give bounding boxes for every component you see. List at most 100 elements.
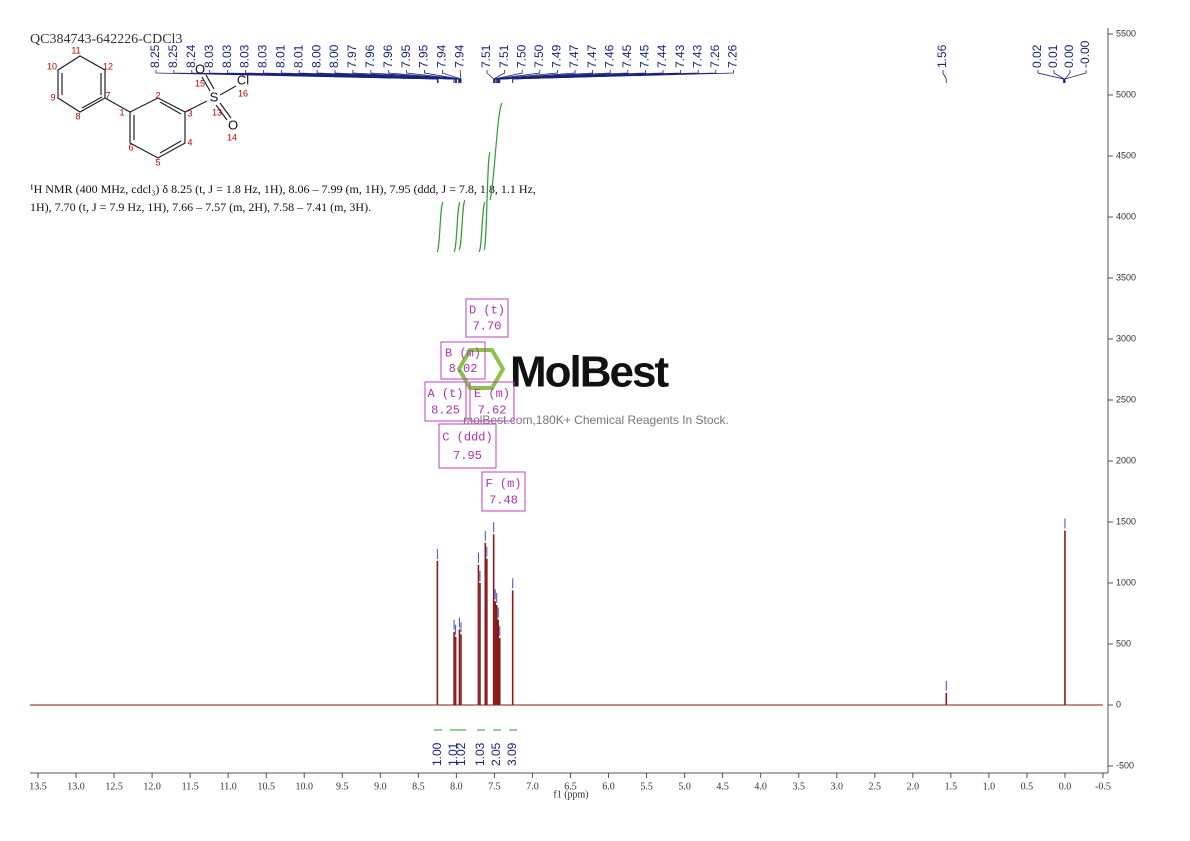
chart-title: QC384743-642226-CDCl3 (30, 32, 182, 47)
integral-curve (478, 201, 486, 253)
x-tick-label: 5.0 (678, 781, 691, 792)
multiplet-box (481, 471, 526, 512)
peak-label: 7.51 (497, 44, 511, 68)
multiplet-box (424, 381, 467, 422)
y-tick-label: 5000 (1116, 89, 1136, 99)
atom-number: 13 (212, 107, 222, 117)
bond (104, 97, 131, 113)
atom-number: 9 (50, 92, 55, 102)
peak-label: 8.25 (166, 44, 180, 68)
peak-label: 8.03 (256, 44, 270, 68)
x-tick-label: 10.0 (296, 781, 314, 792)
x-tick-label: 13.5 (29, 781, 47, 792)
y-tick-label: 1000 (1116, 577, 1136, 587)
x-tick-label: 11.0 (220, 781, 237, 792)
peak-label: 8.03 (238, 44, 252, 68)
y-tick-label: 1500 (1116, 516, 1136, 526)
peak-label: 8.00 (309, 44, 323, 68)
multiplet-name: D (t) (469, 304, 505, 318)
atom-number: 3 (187, 108, 192, 118)
bond (57, 55, 106, 113)
integral-label: 1.02 (454, 742, 468, 766)
description-line: ¹H NMR (400 MHz, cdcl₃) δ 8.25 (t, J = 1… (30, 182, 536, 196)
peak-label-connector (496, 70, 593, 83)
watermark-brand: MolBest (510, 348, 669, 397)
multiplet-shift: 7.95 (453, 449, 482, 463)
logo-hexagon (456, 348, 506, 390)
atom-symbol: O (228, 117, 238, 132)
multiplet-shift: 8.25 (431, 403, 460, 417)
x-tick-label: 1.5 (945, 781, 958, 792)
atom-number: 1 (119, 107, 124, 117)
bond (205, 74, 215, 90)
peak-label: 7.47 (567, 44, 581, 68)
peak-label-connector (1064, 70, 1087, 83)
multiplet-name: A (t) (427, 387, 463, 401)
integral-label: 1.00 (430, 742, 444, 766)
peak-label: 8.00 (327, 44, 341, 68)
atom-number: 2 (155, 90, 160, 100)
multiplet-name: C (ddd) (442, 430, 492, 444)
bond (159, 101, 182, 115)
peak-label: 8.01 (273, 44, 287, 68)
peak-label: 7.26 (708, 44, 722, 68)
peak-label: 7.26 (726, 44, 740, 68)
atom-number: 11 (71, 45, 80, 55)
peak-label-connector (1053, 70, 1065, 83)
x-tick-label: 2.5 (869, 781, 882, 792)
x-tick-label: 11.5 (182, 781, 199, 792)
x-tick-label: 6.0 (602, 781, 615, 792)
peak-label: 8.01 (291, 44, 305, 68)
x-tick-label: 1.0 (983, 781, 996, 792)
peak-label: 7.50 (514, 44, 528, 68)
peak-label: 7.96 (363, 44, 377, 68)
x-tick-label: 0.0 (1059, 781, 1072, 792)
peak-label: 7.46 (602, 44, 616, 68)
multiplet-shift: 7.48 (489, 493, 518, 507)
peak-label: 0.02 (1030, 44, 1044, 68)
multiplet-box (465, 298, 509, 338)
x-tick-label: 3.0 (831, 781, 844, 792)
integral-curve (489, 102, 503, 201)
bond (215, 104, 228, 121)
x-tick-label: 13.0 (67, 781, 85, 792)
x-tick-label: 4.0 (754, 781, 767, 792)
x-tick-label: 9.5 (336, 781, 349, 792)
y-tick-label: 3000 (1116, 333, 1136, 343)
integral-curve (483, 151, 491, 251)
y-tick-label: 2500 (1116, 394, 1136, 404)
x-tick-label: 8.0 (450, 781, 463, 792)
x-tick-label: 2.0 (907, 781, 920, 792)
multiplet-shift: 8.02 (449, 362, 478, 376)
y-tick-label: 500 (1116, 638, 1131, 648)
peak-label: -0.00 (1078, 40, 1092, 68)
integral-label: 2.05 (489, 742, 503, 766)
y-tick-label: 4500 (1116, 150, 1136, 160)
atom-number: 16 (238, 88, 248, 98)
peak-label-connector (497, 70, 611, 83)
peak-label-connector (499, 70, 699, 83)
peak-label: 7.43 (690, 44, 704, 68)
peak-label-connector (298, 70, 457, 83)
peak-label: 8.25 (148, 44, 162, 68)
multiplet-box (440, 341, 486, 380)
peak-label-connector (494, 70, 558, 83)
bond (219, 102, 232, 119)
bond (219, 85, 237, 96)
x-tick-label: 9.0 (374, 781, 387, 792)
peak-label-connector (942, 70, 947, 83)
atom-symbol: S (210, 89, 219, 104)
integral-label: 1.03 (473, 742, 487, 766)
peak-label: 7.94 (435, 44, 449, 68)
x-tick-label: 3.5 (792, 781, 805, 792)
peak-label-connector (424, 70, 461, 83)
peak-label: 7.47 (585, 44, 599, 68)
integral-curve (458, 199, 466, 251)
bond (81, 96, 103, 109)
x-tick-label: 7.0 (526, 781, 539, 792)
x-tick-label: 12.5 (105, 781, 123, 792)
peak-label: 0.01 (1046, 44, 1060, 68)
peak-label: 7.50 (532, 44, 546, 68)
peak-label-connector (334, 70, 457, 83)
peak-label-connector (1037, 70, 1064, 83)
